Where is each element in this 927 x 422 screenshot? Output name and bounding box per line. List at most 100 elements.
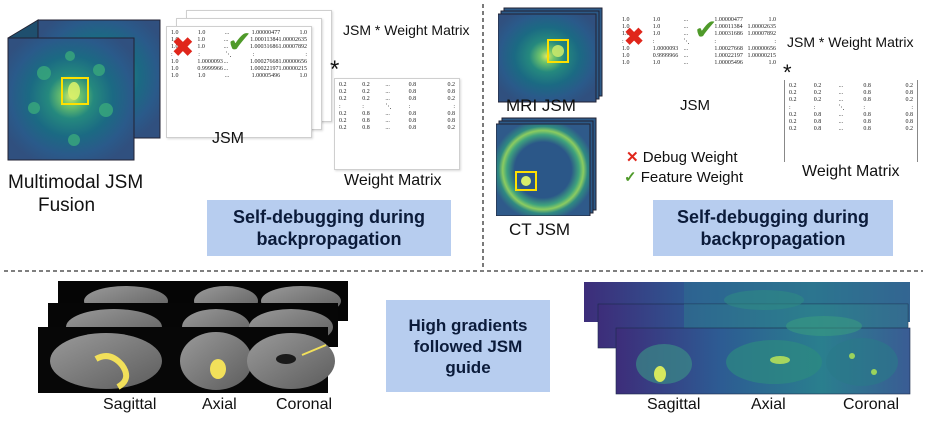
jsm-matrix-cell: :	[305, 51, 308, 58]
weight-matrix-cell: 0.8	[863, 83, 871, 89]
legend-debug: ✕ Debug Weight	[626, 148, 738, 166]
jsm-matrix-cell: 1.0000093	[652, 45, 679, 52]
jsm-matrix-cell: 1.00022197	[714, 53, 743, 60]
view-label-right-coronal: Coronal	[843, 396, 900, 413]
jsm-matrix-cell: 1.00031686	[249, 44, 279, 51]
weight-matrix-cell: 0.8	[362, 110, 370, 117]
jsm-matrix-cell: 1.00000477	[714, 17, 743, 23]
jsm-matrix-cell: :	[652, 38, 655, 45]
weight-matrix-row: 0.2 0.2... 0.8 0.2	[339, 82, 455, 89]
jsm-matrix-cell: 1.00000215	[747, 53, 776, 60]
jsm-matrix-cell: 1.00000215	[278, 66, 307, 73]
jsm-matrix-row: 1.0 1.0... 1.00011384 1.00002635	[171, 37, 307, 44]
multimodal-caption-line2: Fusion	[38, 195, 96, 216]
jsm-matrix-row: 1.0 1.0000093... 1.00027668 1.00000656	[171, 59, 307, 66]
jsm-matrix-cell: :	[774, 38, 776, 45]
jsm-matrix-cell: 1.0	[652, 24, 661, 31]
weight-label-right: Weight Matrix	[802, 163, 900, 180]
weight-matrix-cell: 0.8	[408, 96, 417, 103]
weight-matrix-cell: 0.2	[789, 83, 797, 89]
weight-matrix-cell: ...	[385, 125, 390, 132]
jsm-matrix-cell: 1.00002635	[747, 24, 776, 31]
jsm-matrix-cell: 1.0	[299, 30, 308, 36]
debug-weight-icon: ✕	[626, 149, 639, 166]
jsm-matrix-cell: ⋱	[683, 38, 690, 45]
jsm-matrix-cell: ...	[224, 73, 230, 80]
star-left: *	[330, 56, 340, 83]
weight-matrix-cell: :	[789, 104, 791, 111]
weight-matrix-cell: 0.8	[408, 110, 417, 117]
jsm-matrix-row: 1.0 1.0... 1.00000477 1.0	[171, 30, 307, 37]
check-icon: ✔	[227, 26, 253, 59]
jsm-matrix-cell: 1.0	[652, 17, 661, 23]
box-line1: Self-debugging during	[233, 207, 425, 227]
weight-matrix-cell: ...	[838, 90, 844, 97]
jsm-matrix-cell: 1.0	[622, 17, 630, 23]
jsm-matrix-row: 1.0 1.0... 1.00031686 1.00007892	[622, 31, 776, 38]
weight-matrix-cell: 0.8	[905, 119, 913, 126]
jsm-matrix-cell: 1.0	[622, 24, 630, 31]
formula-right: JSM * Weight Matrix	[787, 34, 914, 50]
weight-matrix-cell: ...	[385, 96, 390, 103]
weight-matrix-cell: ...	[838, 126, 844, 133]
multimodal-caption-line1: Multimodal JSM	[8, 172, 144, 193]
jsm-matrix-cell: 1.0	[171, 58, 179, 65]
jsm-matrix-row: 1.0 1.0... 1.00000477 1.0	[622, 17, 776, 24]
weight-label-left: Weight Matrix	[344, 172, 442, 189]
mri-label: MRI JSM	[506, 96, 576, 115]
feature-weight-text: Feature Weight	[640, 169, 744, 186]
formula-left: JSM * Weight Matrix	[343, 22, 470, 38]
legend-feature: ✓ Feature Weight	[624, 168, 743, 186]
jsm-matrix-cell: :	[622, 38, 624, 45]
jsm-matrix-cell: ...	[223, 66, 229, 73]
weight-matrix-cell: ...	[838, 83, 844, 89]
jsm-matrix-cell: 1.0	[171, 73, 179, 80]
jsm-matrix-row: 1.0 1.0... 1.00031686 1.00007892	[171, 44, 307, 51]
weight-matrix-cell: ...	[385, 82, 390, 88]
weight-matrix-cell: ⋱	[838, 104, 845, 111]
jsm-matrix-cell: 1.00031686	[714, 31, 743, 38]
weight-matrix-cell: 0.2	[905, 83, 913, 89]
weight-matrix-cell: 0.2	[789, 111, 797, 118]
jsm-matrix-cell: 1.00011384	[250, 37, 279, 44]
jsm-matrix-cell: ...	[683, 31, 689, 38]
weight-matrix-right: 0.2 0.2... 0.8 0.2 0.2 0.2... 0.8 0.8 0.2 0.2... 0…	[784, 80, 918, 162]
weight-matrix-cell: 0.2	[789, 97, 797, 104]
jsm-matrix-cell: 1.00027668	[714, 45, 743, 52]
jsm-matrix-cell: 1.00000656	[278, 58, 307, 65]
jsm-matrix-cell: 1.00000477	[251, 30, 281, 36]
jsm-matrix-cell: ...	[683, 53, 689, 60]
weight-matrix-cell: 0.8	[362, 125, 370, 132]
view-label-left-axial: Axial	[202, 396, 237, 413]
jsm-matrix-row: 1.0 1.0000093... 1.00027668 1.00000656	[622, 46, 776, 53]
weight-matrix-cell: 0.8	[408, 89, 417, 96]
jsm-matrix-cell: :	[714, 38, 717, 45]
weight-matrix-cell: 0.2	[339, 125, 347, 132]
weight-matrix-cell: ...	[385, 118, 390, 125]
weight-matrix-cell: 0.2	[339, 96, 347, 103]
jsm-matrix-row: 1.0 0.9999966... 1.00022197 1.00000215	[622, 53, 776, 60]
weight-matrix-cell: 0.2	[447, 125, 456, 132]
jsm-matrix-cell: :	[198, 51, 200, 58]
weight-matrix-cell: :	[339, 103, 341, 110]
jsm-matrix-cell: ...	[683, 60, 689, 67]
jsm-matrix-cell: 0.9999966	[197, 66, 223, 73]
jsm-matrix-cell: 1.00007892	[278, 44, 307, 51]
weight-matrix-row: 0.2 0.2... 0.8 0.2	[789, 83, 913, 90]
weight-matrix-row: 0.2 0.2... 0.8 0.8	[339, 89, 455, 96]
cross-icon: ✖	[172, 32, 194, 62]
jsm-matrix-cell: 1.0	[197, 30, 206, 36]
jsm-matrix-cell: ...	[683, 24, 689, 31]
jsm-matrix-row: :: ⋱::	[171, 52, 307, 59]
heatmap-slices-stack	[584, 282, 911, 395]
weight-matrix-cell: ...	[838, 119, 844, 126]
box-line1-right: Self-debugging during	[677, 207, 869, 227]
jsm-matrix-cell: 1.0	[197, 44, 205, 51]
jsm-matrix-cell: :	[252, 51, 255, 58]
weight-matrix-cell: 0.2	[447, 96, 456, 103]
weight-matrix-cell: 0.2	[362, 96, 370, 103]
jsm-matrix-cell: 1.0000093	[197, 58, 223, 65]
weight-matrix-cell: 0.8	[408, 118, 417, 125]
jsm-matrix-cell: :	[171, 51, 173, 58]
